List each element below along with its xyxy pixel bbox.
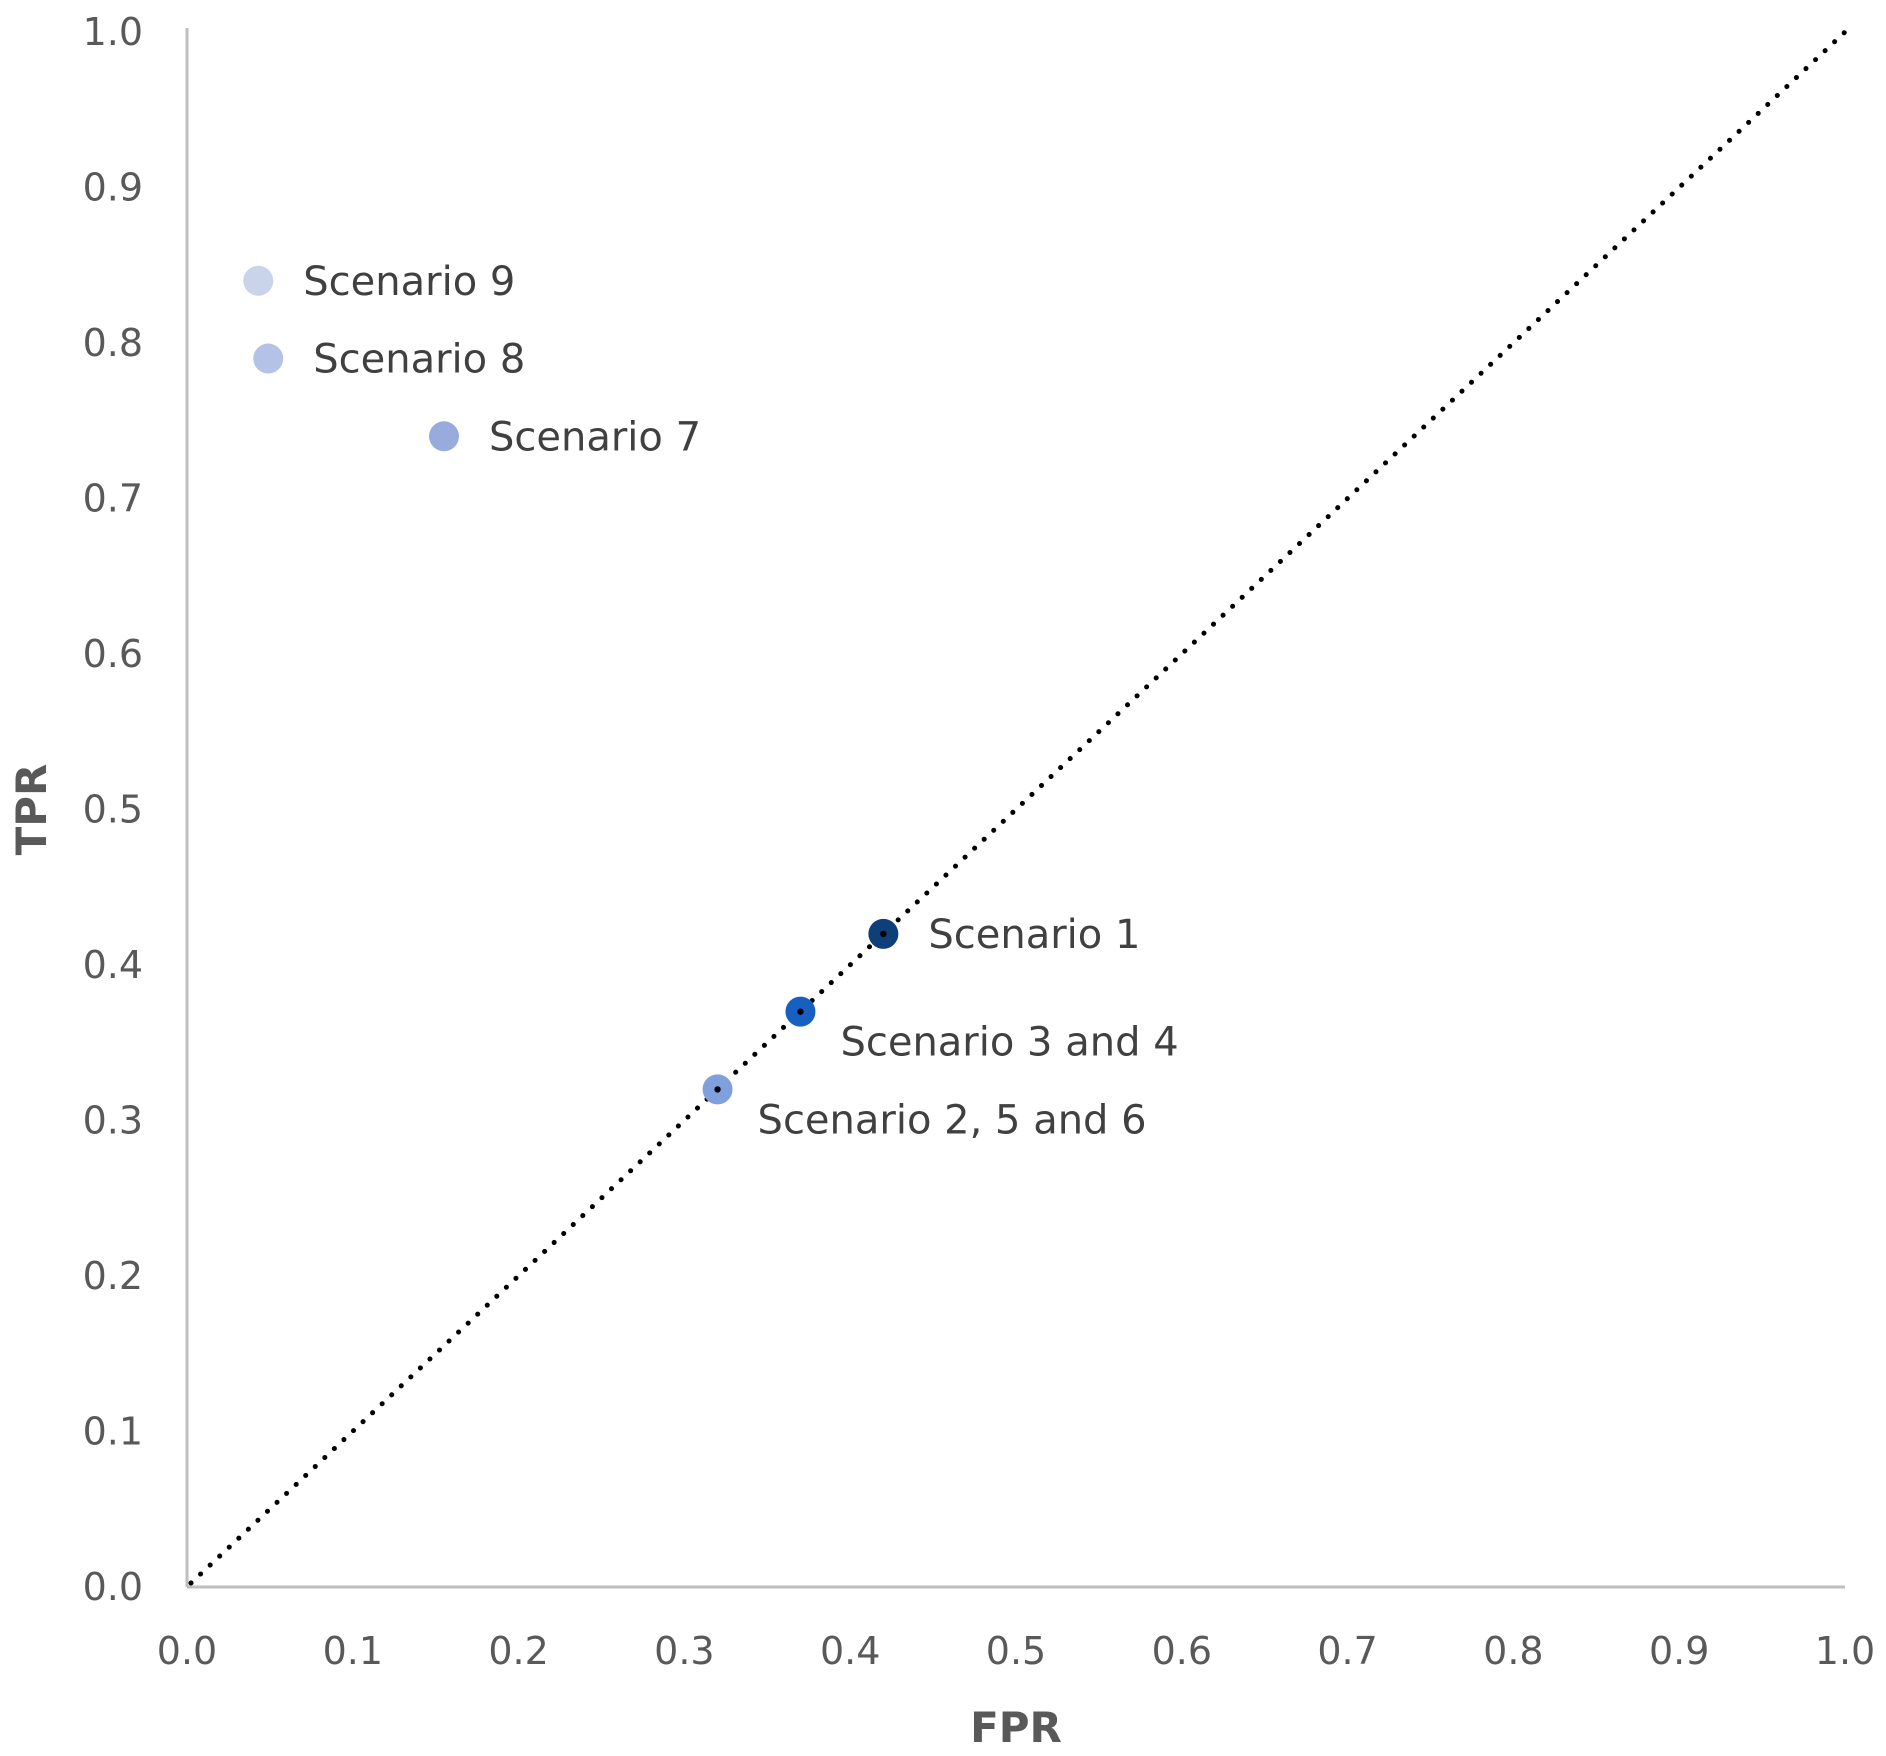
x-tick-label: 0.3 xyxy=(654,1629,714,1673)
reference-line-dot xyxy=(880,930,887,938)
data-points: Scenario 9 Scenario 8 Scenario 7 Scenario 1… xyxy=(243,259,1179,1143)
x-tick-label: 0.9 xyxy=(1649,1629,1709,1673)
x-tick-label: 0.0 xyxy=(157,1629,217,1673)
y-tick-label: 1.0 xyxy=(83,10,143,54)
y-tick-label: 0.3 xyxy=(83,1099,143,1143)
y-axis-ticks: 0.0 0.1 0.2 0.3 0.4 0.5 0.6 0.7 0.8 0.9 1.0 xyxy=(83,10,143,1609)
x-tick-label: 0.5 xyxy=(986,1629,1046,1673)
point-label: Scenario 7 xyxy=(489,414,701,460)
x-tick-label: 0.7 xyxy=(1317,1629,1377,1673)
x-tick-label: 0.4 xyxy=(820,1629,880,1673)
scatter-point xyxy=(428,421,459,452)
scatter-point xyxy=(243,265,274,296)
x-tick-label: 0.6 xyxy=(1152,1629,1212,1673)
point-label: Scenario 8 xyxy=(313,337,525,383)
x-tick-label: 0.8 xyxy=(1483,1629,1543,1673)
point-label: Scenario 2, 5 and 6 xyxy=(758,1097,1147,1143)
scatter-point xyxy=(253,343,284,374)
reference-line-dot xyxy=(714,1086,721,1093)
y-tick-label: 0.5 xyxy=(83,788,143,832)
x-tick-label: 1.0 xyxy=(1815,1629,1875,1673)
x-tick-label: 0.2 xyxy=(488,1629,548,1673)
reference-line-dot xyxy=(797,1008,804,1015)
y-tick-label: 0.1 xyxy=(83,1410,143,1454)
diagonal-reference-line xyxy=(188,29,1848,1586)
point-label: Scenario 1 xyxy=(928,912,1140,958)
point-label: Scenario 9 xyxy=(303,259,515,305)
y-tick-label: 0.0 xyxy=(83,1565,143,1609)
y-tick-label: 0.7 xyxy=(83,477,143,521)
x-tick-label: 0.1 xyxy=(323,1629,383,1673)
y-tick-label: 0.4 xyxy=(83,943,143,987)
y-tick-label: 0.2 xyxy=(83,1254,143,1298)
y-tick-label: 0.8 xyxy=(83,321,143,365)
y-axis-title: TPR xyxy=(7,764,56,856)
y-tick-label: 0.9 xyxy=(83,166,143,210)
x-axis-title: FPR xyxy=(970,1703,1062,1752)
x-axis-ticks: 0.0 0.1 0.2 0.3 0.4 0.5 0.6 0.7 0.8 0.9 1.0 xyxy=(157,1629,1875,1673)
point-label: Scenario 3 and 4 xyxy=(840,1020,1178,1066)
y-tick-label: 0.6 xyxy=(83,632,143,676)
